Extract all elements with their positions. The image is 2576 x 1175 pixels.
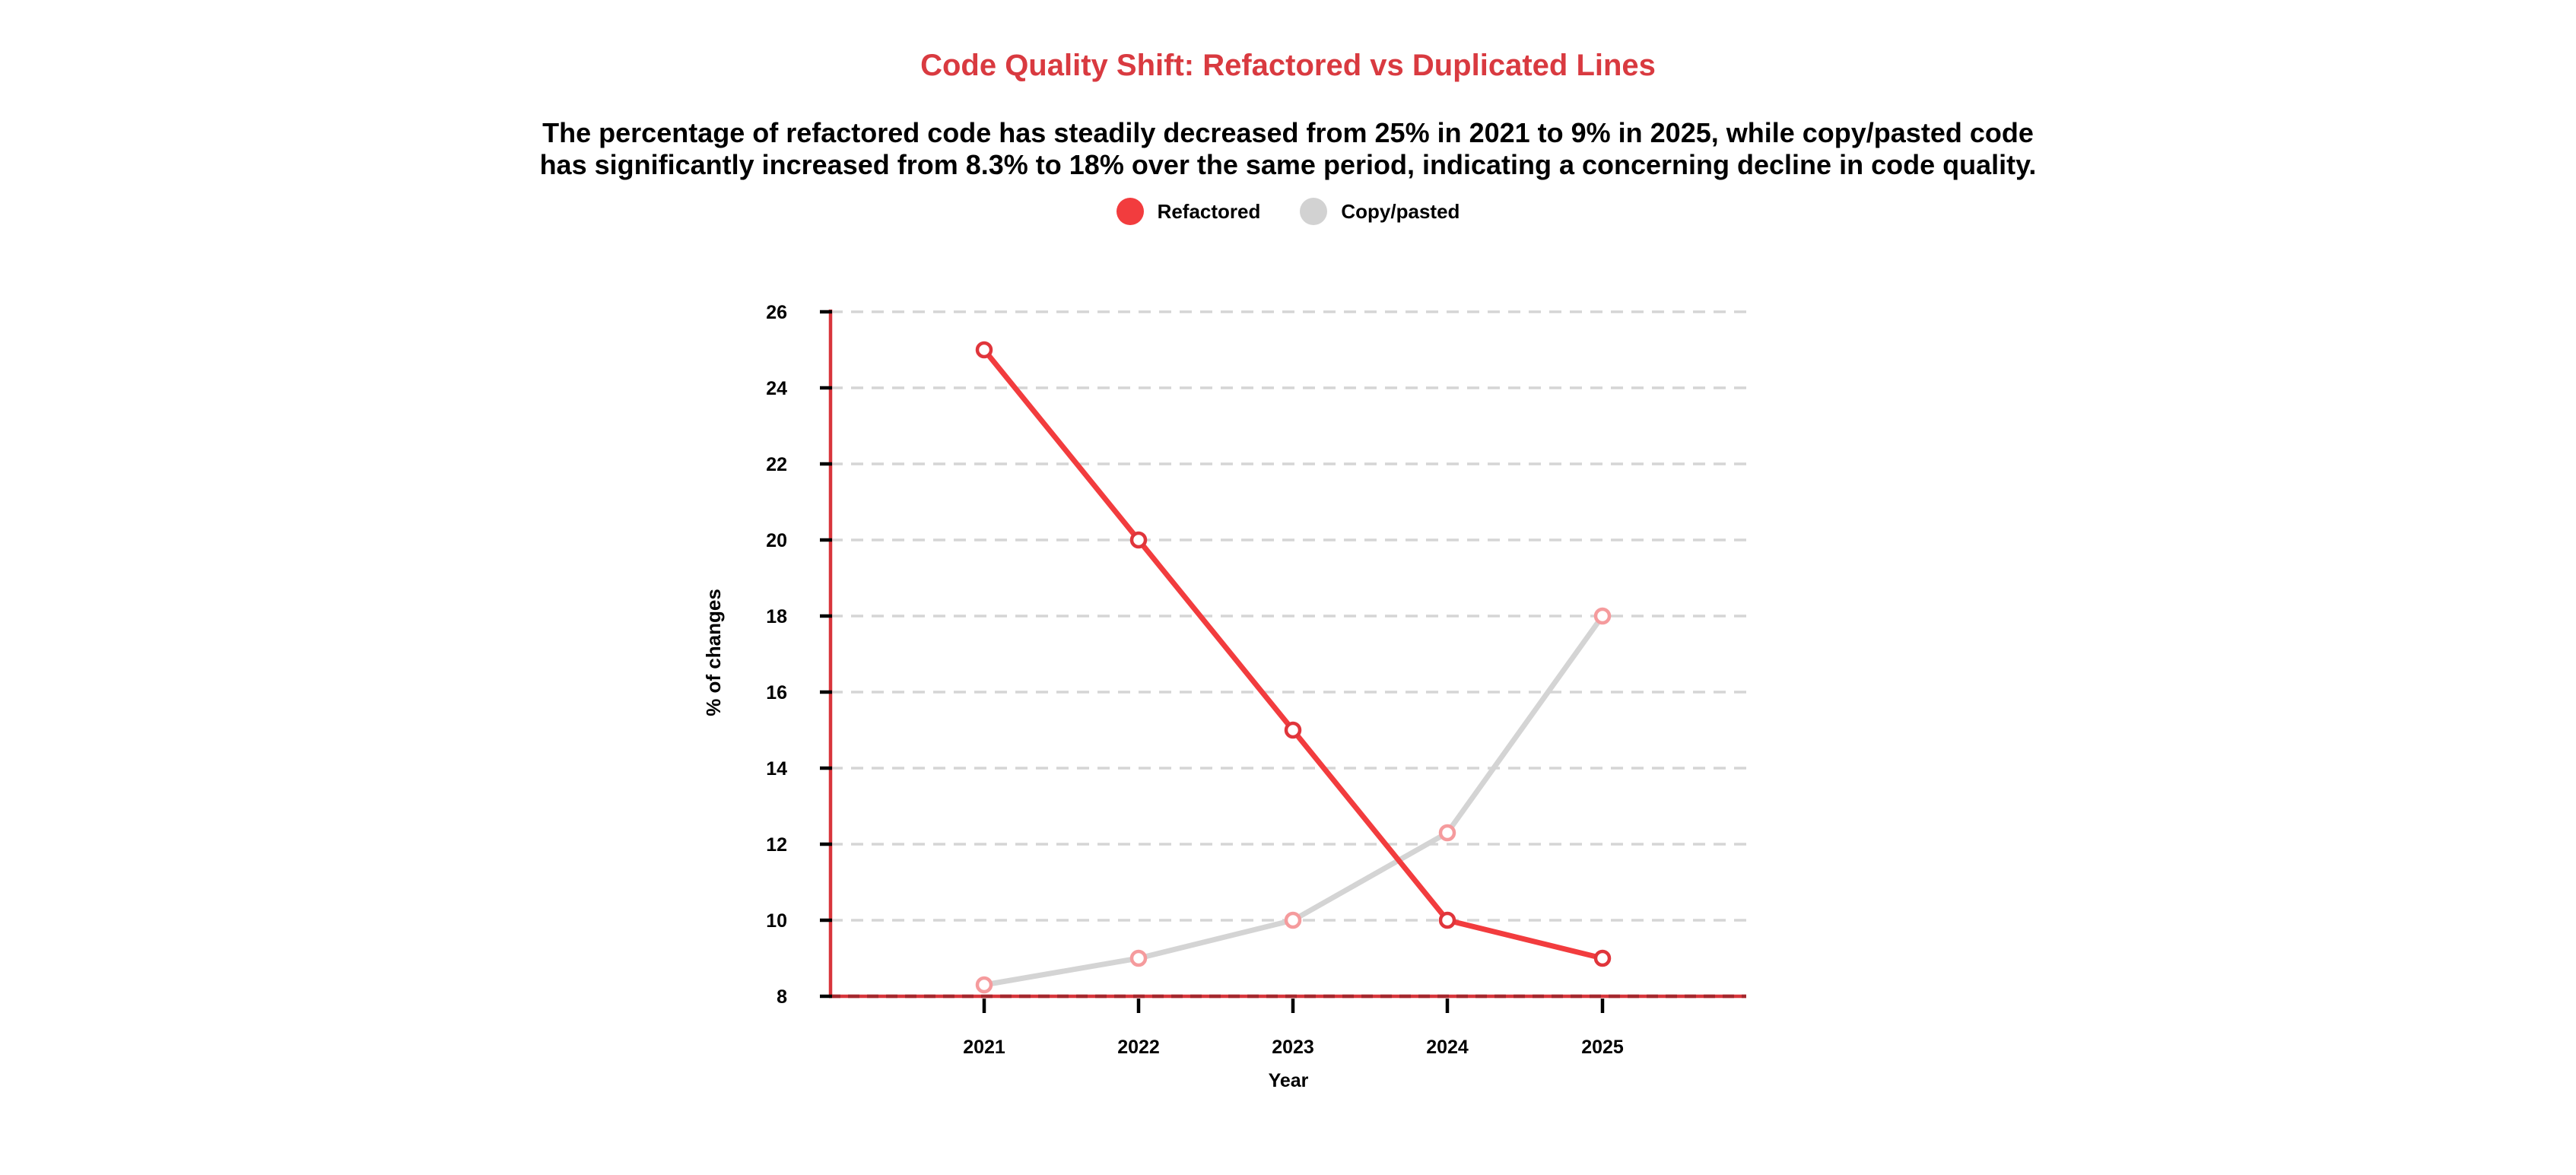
data-point-copy-pasted-2021 (975, 976, 993, 994)
legend-item-refactored: Refactored (1116, 198, 1261, 225)
data-point-copy-pasted-2024 (1438, 824, 1456, 842)
chart-subtitle-line2: has significantly increased from 8.3% to… (539, 149, 2037, 180)
legend-label: Refactored (1157, 200, 1261, 223)
legend: Refactored Copy/pasted (0, 195, 2576, 228)
y-tick-label-14: 14 (766, 758, 787, 780)
y-tick-label-8: 8 (777, 986, 787, 1008)
data-point-refactored-2023 (1284, 721, 1302, 739)
x-axis-title: Year (1268, 1070, 1309, 1091)
data-point-copy-pasted-2025 (1593, 607, 1612, 625)
legend-swatch-icon (1116, 198, 1144, 225)
chart-subtitle-line1: The percentage of refactored code has st… (542, 117, 2034, 148)
y-axis-title: % of changes (702, 589, 725, 716)
data-point-copy-pasted-2022 (1129, 949, 1148, 967)
y-tick-label-22: 22 (766, 454, 787, 475)
y-tick-label-26: 26 (766, 302, 787, 323)
y-tick-label-16: 16 (766, 682, 787, 703)
data-point-refactored-2021 (975, 341, 993, 359)
chart-subtitle: The percentage of refactored code has st… (0, 117, 2576, 181)
y-tick-label-12: 12 (766, 834, 787, 856)
y-tick-label-20: 20 (766, 530, 787, 551)
x-tick-label-2023: 2023 (1272, 1037, 1314, 1058)
data-point-refactored-2022 (1129, 531, 1148, 549)
y-tick-label-24: 24 (766, 378, 787, 399)
chart-title: Code Quality Shift: Refactored vs Duplic… (920, 49, 1656, 82)
data-point-copy-pasted-2023 (1284, 911, 1302, 929)
x-tick-label-2021: 2021 (963, 1037, 1005, 1058)
data-point-refactored-2024 (1438, 911, 1456, 929)
x-tick-label-2025: 2025 (1581, 1037, 1624, 1058)
x-tick-label-2024: 2024 (1426, 1037, 1469, 1058)
legend-item-copy-pasted: Copy/pasted (1300, 198, 1460, 225)
series-refactored-line (981, 347, 1606, 961)
legend-label: Copy/pasted (1341, 200, 1460, 223)
y-tick-label-10: 10 (766, 910, 787, 932)
x-tick-label-2022: 2022 (1117, 1037, 1160, 1058)
data-point-refactored-2025 (1593, 949, 1612, 967)
legend-swatch-icon (1300, 198, 1328, 225)
y-tick-label-18: 18 (766, 606, 787, 627)
series-copy-pasted-line (981, 613, 1606, 988)
